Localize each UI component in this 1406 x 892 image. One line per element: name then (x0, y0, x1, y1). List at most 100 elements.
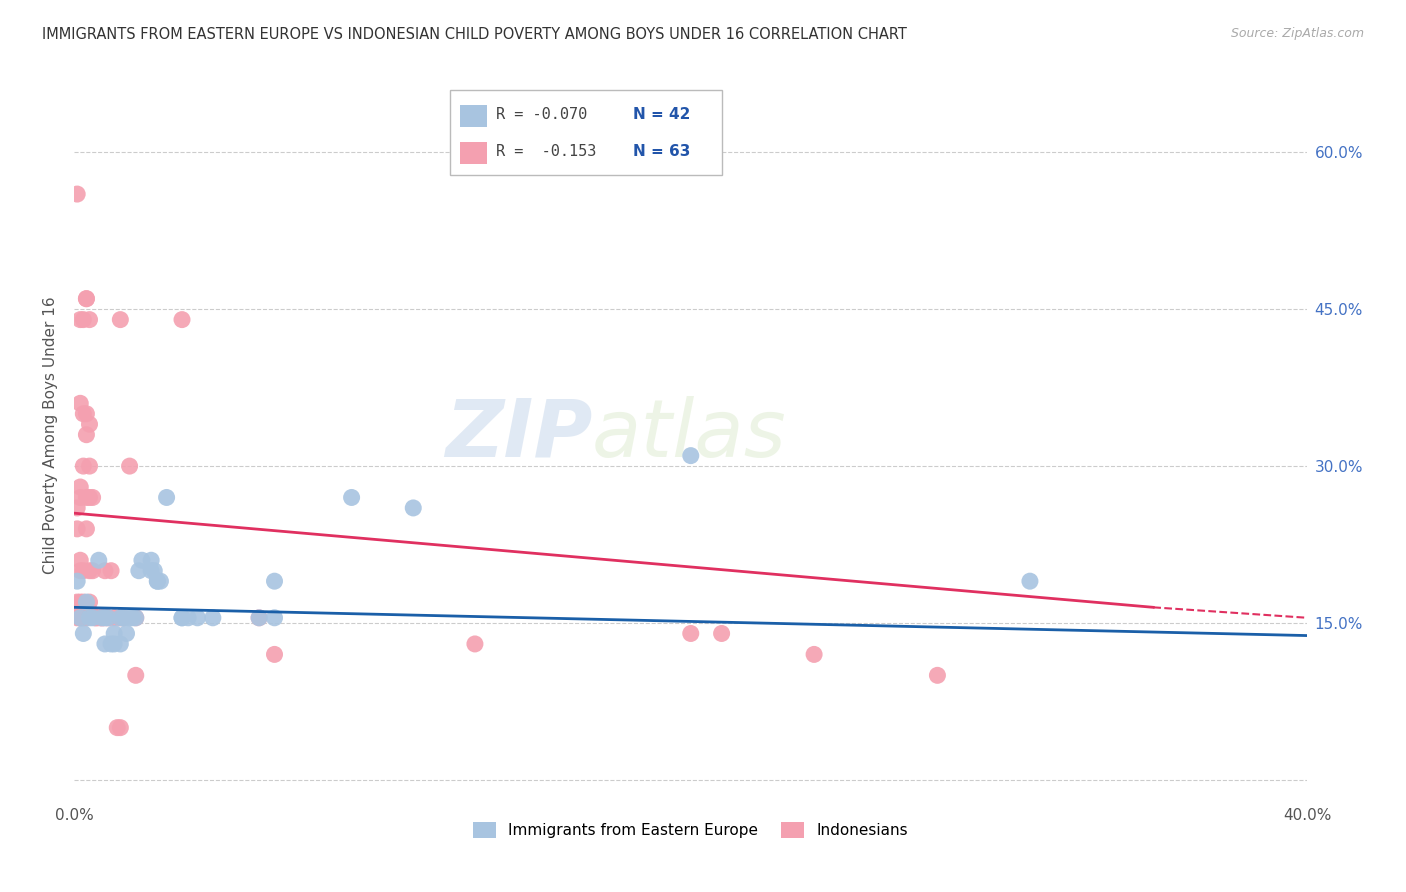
Bar (460, 105, 488, 127)
Text: ZIP: ZIP (444, 396, 592, 474)
Point (110, 312, 132, 326)
Point (118, 459, 141, 474)
Bar (460, 142, 488, 164)
Point (141, 564, 163, 578)
Point (103, 626, 125, 640)
FancyBboxPatch shape (450, 90, 721, 175)
Point (72, 312, 94, 326)
Point (100, 637, 122, 651)
Point (66, 500, 89, 515)
Point (72, 611, 94, 625)
Point (72, 459, 94, 474)
Point (94, 611, 117, 625)
Point (201, 611, 224, 625)
Point (143, 564, 166, 578)
Point (125, 668, 148, 682)
Point (94, 637, 117, 651)
Point (69, 611, 91, 625)
Text: IMMIGRANTS FROM EASTERN EUROPE VS INDONESIAN CHILD POVERTY AMONG BOYS UNDER 16 C: IMMIGRANTS FROM EASTERN EUROPE VS INDONE… (42, 27, 907, 42)
Point (69, 480, 91, 494)
Point (66, 606, 89, 620)
Point (263, 648, 285, 662)
Point (87, 611, 110, 625)
Point (79, 491, 101, 505)
Point (110, 637, 132, 651)
Point (69, 595, 91, 609)
Point (186, 611, 208, 625)
Point (79, 459, 101, 474)
Point (149, 574, 172, 589)
Point (75, 292, 97, 306)
Point (72, 407, 94, 421)
Point (72, 611, 94, 625)
Point (710, 626, 733, 640)
Point (141, 553, 163, 567)
Point (69, 611, 91, 625)
Point (115, 626, 138, 640)
Text: N = 42: N = 42 (633, 107, 690, 122)
Point (72, 595, 94, 609)
Point (90, 611, 112, 625)
Point (75, 427, 97, 442)
Point (79, 611, 101, 625)
Point (79, 417, 101, 432)
Point (75, 595, 97, 609)
Point (82, 491, 104, 505)
Point (112, 611, 135, 625)
Point (94, 611, 117, 625)
Point (927, 668, 949, 682)
Point (131, 553, 153, 567)
Point (66, 595, 89, 609)
Point (90, 611, 112, 625)
Point (464, 637, 486, 651)
Point (146, 574, 169, 589)
Point (263, 611, 285, 625)
Point (84, 611, 107, 625)
Point (247, 611, 270, 625)
Point (69, 553, 91, 567)
Point (110, 611, 132, 625)
Point (1019, 574, 1042, 589)
Point (69, 396, 91, 410)
Point (118, 611, 141, 625)
Point (128, 564, 150, 578)
Point (402, 500, 425, 515)
Point (97, 611, 120, 625)
Text: N = 63: N = 63 (633, 144, 690, 159)
Point (263, 574, 285, 589)
Point (155, 491, 177, 505)
Point (79, 595, 101, 609)
Point (803, 648, 825, 662)
Point (110, 721, 132, 735)
Point (90, 611, 112, 625)
Point (72, 564, 94, 578)
Point (110, 611, 132, 625)
Point (75, 292, 97, 306)
Legend: Immigrants from Eastern Europe, Indonesians: Immigrants from Eastern Europe, Indonesi… (467, 816, 914, 845)
Point (75, 611, 97, 625)
Point (97, 611, 120, 625)
Text: R = -0.070: R = -0.070 (496, 107, 588, 122)
Point (679, 626, 702, 640)
Point (75, 491, 97, 505)
Point (69, 312, 91, 326)
Point (82, 611, 104, 625)
Point (79, 564, 101, 578)
Point (84, 611, 107, 625)
Point (112, 611, 135, 625)
Point (103, 637, 125, 651)
Point (66, 187, 89, 202)
Point (177, 611, 200, 625)
Point (125, 611, 148, 625)
Point (146, 574, 169, 589)
Point (87, 553, 110, 567)
Text: R =  -0.153: R = -0.153 (496, 144, 596, 159)
Point (125, 611, 148, 625)
Text: Source: ZipAtlas.com: Source: ZipAtlas.com (1230, 27, 1364, 40)
Point (170, 611, 193, 625)
Point (247, 611, 270, 625)
Point (69, 611, 91, 625)
Point (69, 564, 91, 578)
Point (66, 522, 89, 536)
Point (121, 611, 143, 625)
